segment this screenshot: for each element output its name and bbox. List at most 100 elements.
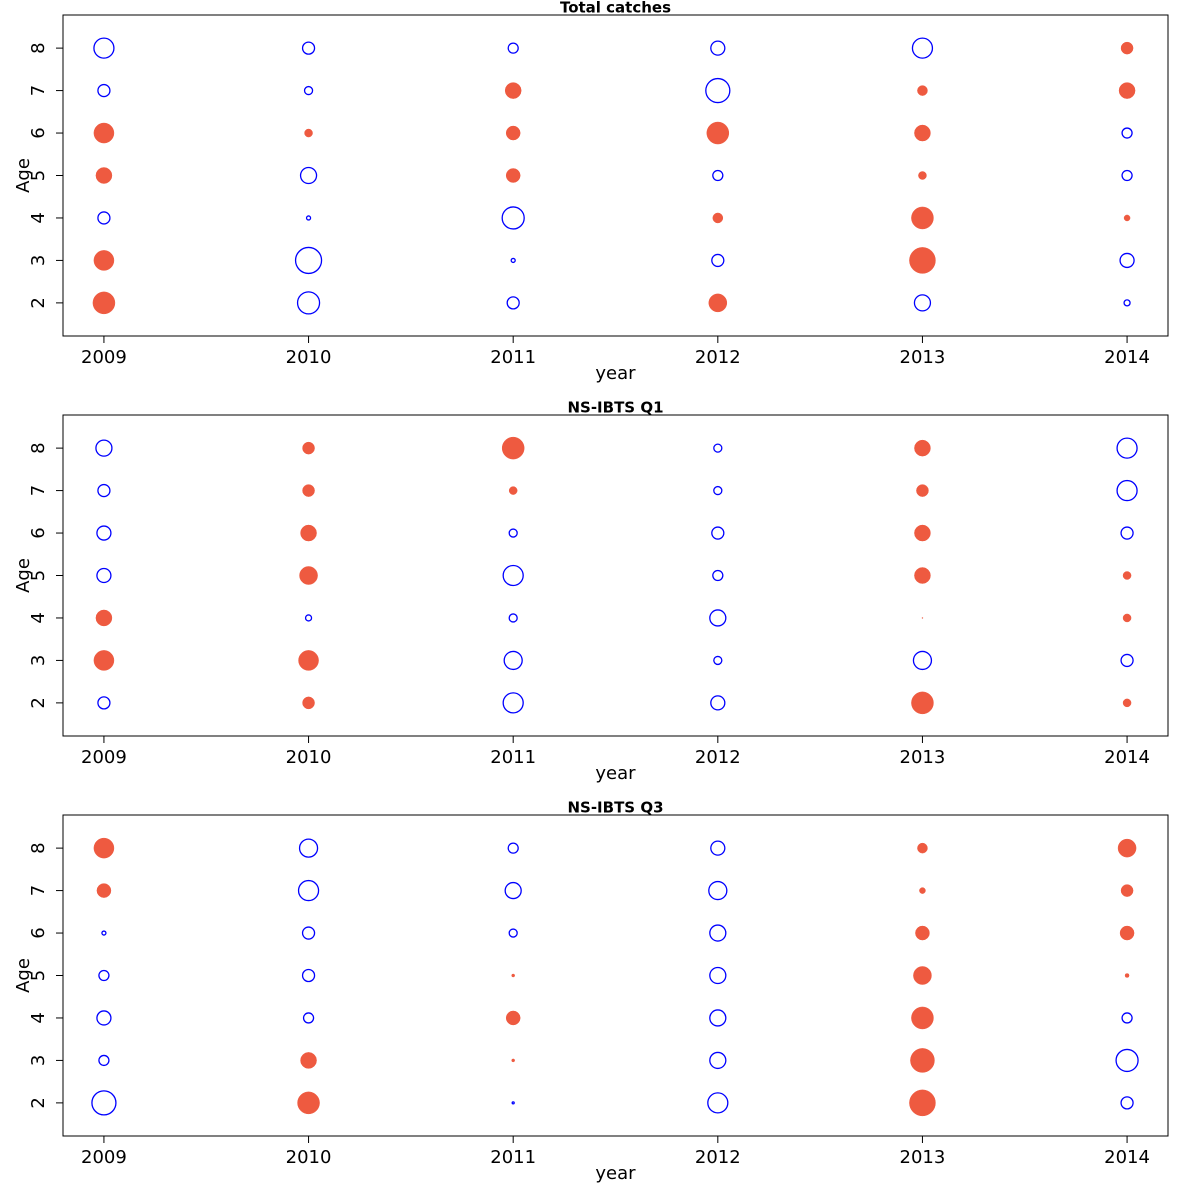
bubble [506,296,520,310]
bubble [97,83,111,98]
bubble [712,569,724,582]
bubble [96,525,112,541]
bubble [503,650,523,671]
bubble [710,840,726,856]
x-tick-label: 2014 [1104,347,1150,368]
y-tick-label: 7 [28,485,49,496]
bubble [711,526,725,540]
x-tick-label: 2009 [81,747,127,768]
x-tick-label: 2012 [695,1147,741,1168]
bubble [918,171,927,180]
bubble [710,40,726,56]
x-tick-label: 2012 [695,747,741,768]
bubble [299,166,318,185]
y-tick-label: 2 [28,697,49,708]
bubble [1120,1096,1134,1110]
bubble [93,37,115,59]
bubble [1120,884,1134,897]
x-tick-label: 2010 [286,1147,332,1168]
bubble [508,928,518,938]
y-tick-label: 7 [28,85,49,96]
panel: Total catches year Age 2009 2010 2011 2012 2013… [13,0,1169,384]
bubble [911,206,934,230]
y-axis-label: Age [13,158,34,193]
bubble [1122,571,1132,580]
bubble [712,169,724,182]
bubble [1122,613,1132,623]
y-tick-label: 8 [28,442,49,453]
bubble [507,42,519,54]
bubble [297,879,320,902]
bubble [708,880,728,901]
y-tick-label: 8 [28,842,49,853]
bubble [508,486,518,495]
bubble [913,966,932,985]
x-tick-label: 2014 [1104,747,1150,768]
y-tick-label: 5 [28,170,49,181]
panel: NS-IBTS Q3 year Age 2009 2010 2011 2012 2013 201… [13,799,1169,1184]
plot-frame [62,14,1169,337]
bubble [713,485,723,496]
bubble [501,206,525,230]
bubble [911,1006,934,1030]
bubble [1121,127,1133,139]
bubble [1121,169,1133,182]
bubble [96,567,112,584]
bubble [710,695,726,711]
x-tick-label: 2014 [1104,1147,1150,1168]
x-tick-label: 2012 [695,347,741,368]
y-tick-label: 4 [28,612,49,623]
bubble [1120,526,1134,540]
bubble [1119,925,1135,941]
bubble [505,125,521,141]
bubble [298,838,319,858]
x-tick-label: 2010 [286,347,332,368]
bubble [1123,299,1131,307]
bubble [709,1051,727,1070]
bubble [93,837,115,859]
bubble [511,973,515,978]
x-tick-label: 2013 [900,1147,946,1168]
bubble [93,250,115,271]
bubble [917,85,928,96]
x-tick-label: 2013 [900,747,946,768]
y-tick-label: 7 [28,885,49,896]
bubble [921,617,924,619]
y-tick-label: 3 [28,1055,49,1066]
bubble [96,883,112,898]
bubble [1123,214,1131,222]
y-tick-label: 3 [28,255,49,266]
bubble [1120,41,1134,55]
bubble [301,41,316,55]
bubble [1116,437,1138,459]
bubble [302,696,315,710]
bubble [98,1054,110,1067]
bubble [501,436,525,460]
bubble [917,842,928,854]
y-tick-label: 6 [28,927,49,938]
bubble [93,122,115,144]
y-tick-label: 4 [28,212,49,223]
bubble [504,881,522,900]
x-tick-label: 2011 [490,747,536,768]
bubble [95,609,113,627]
plot-frame [62,414,1169,737]
bubble [914,524,931,542]
bubble [91,1090,117,1116]
y-tick-label: 3 [28,655,49,666]
bubble [910,1048,935,1073]
x-axis-label: year [595,763,636,784]
bubble [296,291,321,315]
panel-title: NS-IBTS Q3 [567,799,663,817]
bubble [919,887,926,894]
bubble [713,443,723,453]
bubble [502,564,524,587]
bubble [302,484,315,497]
y-axis-label: Age [13,558,34,593]
x-tick-label: 2013 [900,347,946,368]
bubble [711,253,725,268]
y-tick-label: 8 [28,42,49,53]
bubble [706,121,730,145]
panel-title: Total catches [560,0,671,17]
